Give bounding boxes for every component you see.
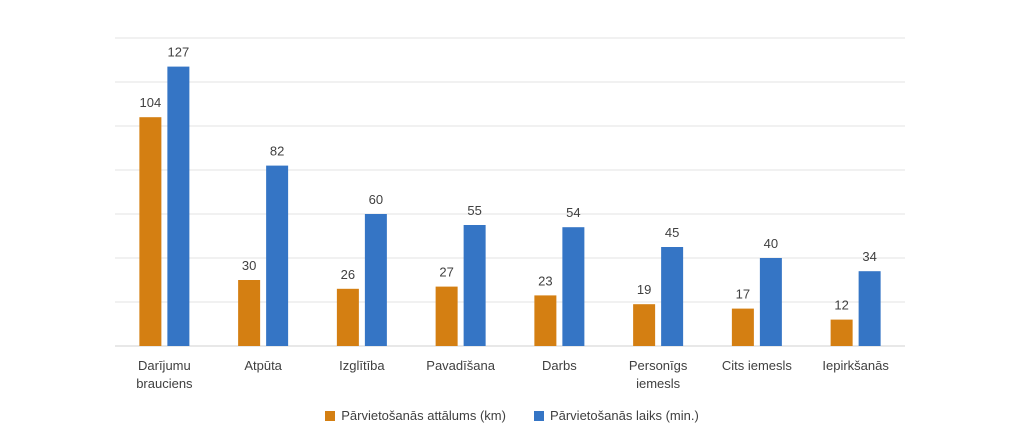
- category-label: Atpūta: [244, 358, 282, 373]
- category-label-line: Pavadīšana: [426, 358, 495, 373]
- category-label: Izglītība: [339, 358, 385, 373]
- bar-distance: [139, 117, 162, 346]
- bar-time: [759, 258, 782, 346]
- bar-distance: [336, 288, 359, 346]
- bar-distance: [435, 286, 458, 346]
- data-label: 30: [242, 258, 256, 273]
- bar-distance: [238, 280, 261, 346]
- data-label: 27: [439, 265, 453, 280]
- bar-time: [266, 165, 289, 346]
- legend-item-time: Pārvietošanās laiks (min.): [533, 408, 699, 423]
- bar-distance: [534, 295, 557, 346]
- bar-distance: [731, 308, 754, 346]
- chart-legend: Pārvietošanās attālums (km) Pārvietošanā…: [0, 408, 1024, 423]
- data-label: 23: [538, 273, 552, 288]
- category-label-line: Darījumu: [138, 358, 191, 373]
- category-label: Personīgs iemesls: [629, 358, 688, 391]
- legend-item-distance: Pārvietošanās attālums (km): [325, 408, 506, 423]
- bar-time: [463, 225, 486, 346]
- legend-swatch-time: [533, 410, 544, 421]
- data-label: 82: [270, 144, 284, 159]
- data-label: 26: [341, 267, 355, 282]
- data-label: 54: [566, 205, 580, 220]
- category-label-line: Atpūta: [244, 358, 282, 373]
- category-label-line: Darbs: [542, 358, 577, 373]
- data-label: 12: [834, 298, 848, 313]
- category-label-line: Iepirkšanās: [822, 358, 889, 373]
- category-label: Iepirkšanās: [822, 358, 889, 373]
- category-label: Pavadīšana: [426, 358, 495, 373]
- bar-time: [858, 271, 881, 346]
- category-label-line: Cits iemesls: [722, 358, 793, 373]
- category-label: Darījumu brauciens: [136, 358, 193, 391]
- category-label: Darbs: [542, 358, 577, 373]
- data-label: 34: [862, 249, 876, 264]
- bar-time: [167, 66, 190, 346]
- category-label-line: Izglītība: [339, 358, 385, 373]
- bar-time: [661, 247, 684, 346]
- bar-time: [562, 227, 585, 346]
- data-label: 60: [369, 192, 383, 207]
- bar-distance: [633, 304, 656, 346]
- data-label: 40: [764, 236, 778, 251]
- data-label: 104: [140, 95, 162, 110]
- category-label: Cits iemesls: [722, 358, 793, 373]
- data-label: 127: [168, 45, 190, 60]
- data-label: 17: [736, 287, 750, 302]
- data-label: 19: [637, 282, 651, 297]
- data-label: 55: [467, 203, 481, 218]
- bar-distance: [830, 319, 853, 346]
- legend-swatch-distance: [325, 410, 336, 421]
- legend-label-time: Pārvietošanās laiks (min.): [549, 408, 699, 423]
- category-label-line: iemesls: [636, 376, 681, 391]
- category-label-line: Personīgs: [629, 358, 688, 373]
- legend-label-distance: Pārvietošanās attālums (km): [341, 408, 506, 423]
- bar-time: [364, 214, 387, 346]
- data-label: 45: [665, 225, 679, 240]
- category-label-line: brauciens: [136, 376, 193, 391]
